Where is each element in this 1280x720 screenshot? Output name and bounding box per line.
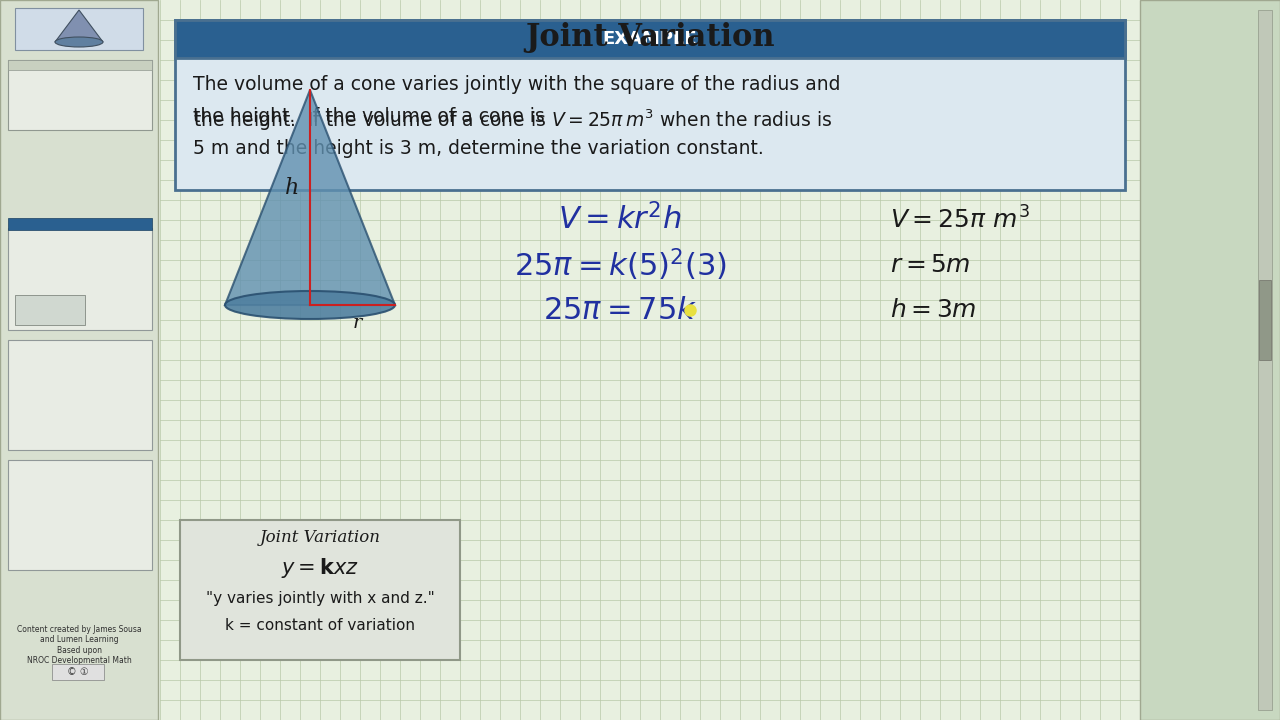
Polygon shape	[225, 90, 396, 305]
Text: $V = kr^2h$: $V = kr^2h$	[558, 204, 682, 236]
Text: $V = 25\pi\ m^3$: $V = 25\pi\ m^3$	[890, 207, 1030, 233]
Bar	[8, 60, 152, 130]
Text: EXAMPLE: EXAMPLE	[603, 30, 698, 48]
Text: Joint Variation: Joint Variation	[260, 529, 380, 546]
Bar	[15, 295, 84, 325]
Bar	[1258, 10, 1272, 710]
FancyBboxPatch shape	[175, 20, 1125, 190]
Text: 5 m and the height is 3 m, determine the variation constant.: 5 m and the height is 3 m, determine the…	[193, 139, 764, 158]
Text: $25\pi = 75k$: $25\pi = 75k$	[543, 294, 698, 325]
FancyBboxPatch shape	[180, 520, 460, 660]
Text: k = constant of variation: k = constant of variation	[225, 618, 415, 634]
Polygon shape	[55, 10, 102, 42]
Ellipse shape	[55, 37, 102, 47]
Text: Joint Variation: Joint Variation	[525, 22, 774, 53]
Bar	[0, 0, 157, 720]
Text: r: r	[353, 314, 362, 332]
Text: $r = 5m$: $r = 5m$	[890, 253, 970, 276]
Bar	[8, 228, 152, 330]
Text: $25\pi = k(5)^2(3)$: $25\pi = k(5)^2(3)$	[513, 247, 726, 283]
Text: the height.  If the volume of a cone is: the height. If the volume of a cone is	[193, 107, 550, 126]
Bar	[175, 20, 1125, 58]
Text: © ①: © ①	[67, 667, 88, 677]
Text: $h = 3m$: $h = 3m$	[890, 299, 977, 322]
Bar	[52, 664, 104, 680]
Text: Content created by James Sousa
and Lumen Learning
Based upon
NROC Developmental : Content created by James Sousa and Lumen…	[17, 625, 141, 665]
Bar	[1140, 0, 1280, 720]
Bar	[8, 218, 152, 230]
Bar	[1260, 280, 1271, 360]
Bar	[15, 8, 143, 50]
Text: $y = \mathbf{k}xz$: $y = \mathbf{k}xz$	[282, 556, 358, 580]
Text: "y varies jointly with x and z.": "y varies jointly with x and z."	[206, 590, 434, 606]
Text: the height.  If the volume of a cone is $V = 25\pi\, m^3$ when the radius is: the height. If the volume of a cone is $…	[193, 107, 832, 132]
Bar	[8, 340, 152, 450]
Bar	[8, 460, 152, 570]
Text: The volume of a cone varies jointly with the square of the radius and: The volume of a cone varies jointly with…	[193, 75, 841, 94]
Text: h: h	[285, 176, 300, 199]
Ellipse shape	[225, 291, 396, 319]
Bar	[8, 60, 152, 70]
